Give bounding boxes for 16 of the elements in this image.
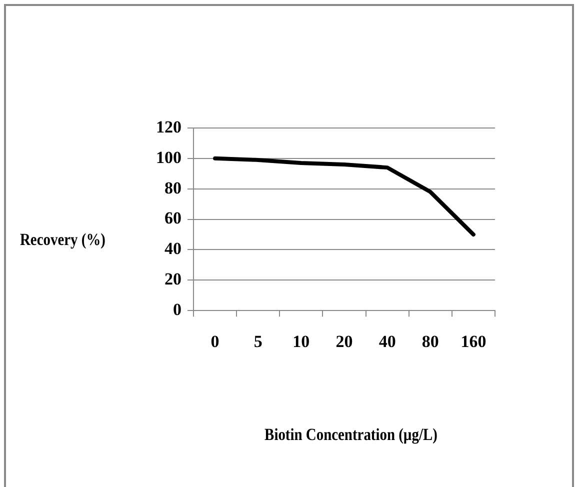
y-axis-title: Recovery (%)	[20, 230, 106, 250]
y-tick-label: 120	[156, 117, 182, 136]
y-tick-label: 40	[164, 239, 182, 258]
x-tick-label: 160	[460, 332, 486, 352]
x-tick-label: 5	[254, 332, 262, 352]
x-tick-label: 0	[210, 332, 220, 352]
x-tick-label: 20	[336, 332, 353, 352]
x-tick-label: 80	[422, 332, 439, 352]
y-tick-label: 20	[164, 270, 182, 289]
x-tick-label: 40	[378, 332, 396, 352]
x-axis-title: Biotin Concentration (µg/L)	[264, 425, 438, 445]
y-tick-label: 80	[164, 178, 182, 198]
x-tick-label: 10	[292, 332, 310, 352]
y-tick-label: 100	[156, 148, 182, 167]
y-tick-label: 0	[173, 300, 182, 319]
y-tick-label: 60	[164, 208, 182, 228]
